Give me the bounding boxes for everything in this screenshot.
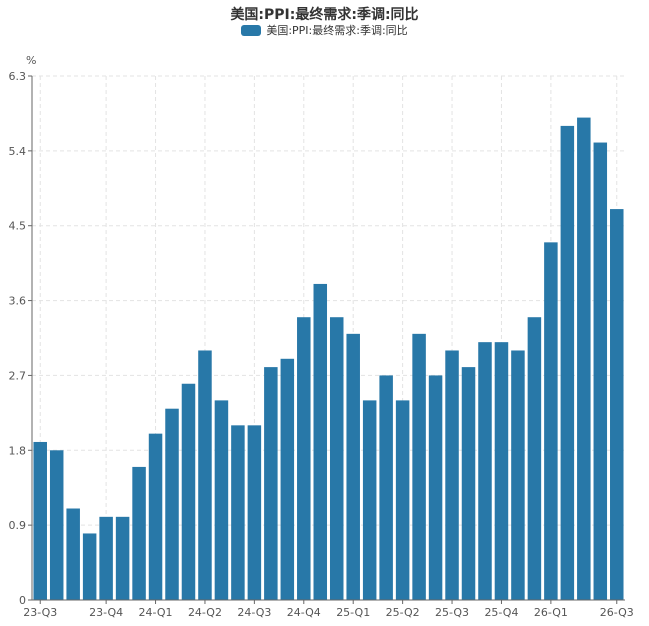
x-tick-label: 23-Q4 [89,606,123,619]
y-tick-label: 3.6 [9,295,27,308]
axes: 0 0.9 1.8 2.7 3.6 4.5 5.4 6.3 23-Q3 23-Q4 24-Q1 24-… [9,70,634,619]
bar[interactable]: 2.4 [214,400,229,600]
legend-swatch [241,24,262,36]
x-tick-label: 25-Q1 [336,606,370,619]
x-tick-label: 26-Q3 [600,606,634,619]
bar[interactable]: 5.8 [577,117,591,600]
bar[interactable]: 3.1 [494,342,509,600]
x-tick-label: 24-Q2 [188,606,222,619]
y-axis-unit-label: % [26,54,36,67]
x-tick-label: 23-Q3 [23,606,57,619]
bar[interactable]: 0.8 [82,533,97,600]
x-tick-label: 25-Q2 [386,606,420,619]
x-tick-label: 25-Q3 [435,606,469,619]
bar[interactable]: 3.4 [329,317,344,600]
bar[interactable]: 1 [99,516,113,600]
bar[interactable]: 2.1 [247,425,262,600]
bar[interactable]: 3 [445,350,459,600]
bar[interactable]: 2.6 [181,383,196,600]
y-tick-label: 2.7 [9,369,27,382]
y-tick-label: 6.3 [9,70,27,83]
bar[interactable]: 2.7 [428,375,443,600]
bar[interactable]: 3.1 [478,342,492,600]
bar[interactable]: 2.4 [395,400,410,600]
y-tick-label: 5.4 [9,145,27,158]
bar[interactable]: 1.6 [132,466,146,600]
bars: 1.91.81.10.8111.622.32.632.42.12.12.82.9… [33,117,624,601]
bar[interactable]: 4.7 [610,209,624,601]
bar[interactable]: 3 [198,350,212,600]
legend-label: 美国:PPI:最终需求:季调:同比 [266,24,408,37]
x-tick-label: 24-Q1 [139,606,173,619]
x-tick-label: 24-Q4 [287,606,321,619]
bar[interactable]: 2.8 [461,367,476,600]
bar[interactable]: 3.2 [412,333,426,600]
bar[interactable]: 2.7 [379,375,393,600]
bar[interactable]: 2.8 [264,367,278,600]
y-tick-label: 1.8 [9,444,27,457]
bar[interactable]: 3.2 [346,333,360,600]
x-tick-label: 25-Q4 [484,606,518,619]
bar[interactable]: 2.3 [165,408,179,600]
bar[interactable]: 1.9 [33,441,47,600]
bar[interactable]: 1.1 [66,508,80,600]
chart-title: 美国:PPI:最终需求:季调:同比 [230,7,419,23]
bar[interactable]: 2.9 [280,358,295,600]
bar[interactable]: 2.1 [231,425,245,600]
bar[interactable]: 5.7 [560,125,575,601]
y-tick-label: 4.5 [9,220,27,233]
bar[interactable]: 5.5 [593,142,608,601]
bar[interactable]: 3.4 [527,317,542,600]
bar[interactable]: 3.4 [297,317,311,600]
legend[interactable]: 美国:PPI:最终需求:季调:同比 [0,22,649,38]
bar[interactable]: 3.8 [313,283,328,600]
bar[interactable]: 1 [115,516,130,600]
y-tick-label: 0 [19,594,26,607]
x-tick-label: 26-Q1 [534,606,568,619]
bar[interactable]: 1.8 [49,450,64,600]
bar[interactable]: 3 [511,350,525,600]
bar[interactable]: 4.3 [544,242,558,600]
bar[interactable]: 2.4 [362,400,377,600]
bar[interactable]: 2 [148,433,163,600]
y-tick-label: 0.9 [9,519,27,532]
x-tick-label: 24-Q3 [237,606,271,619]
